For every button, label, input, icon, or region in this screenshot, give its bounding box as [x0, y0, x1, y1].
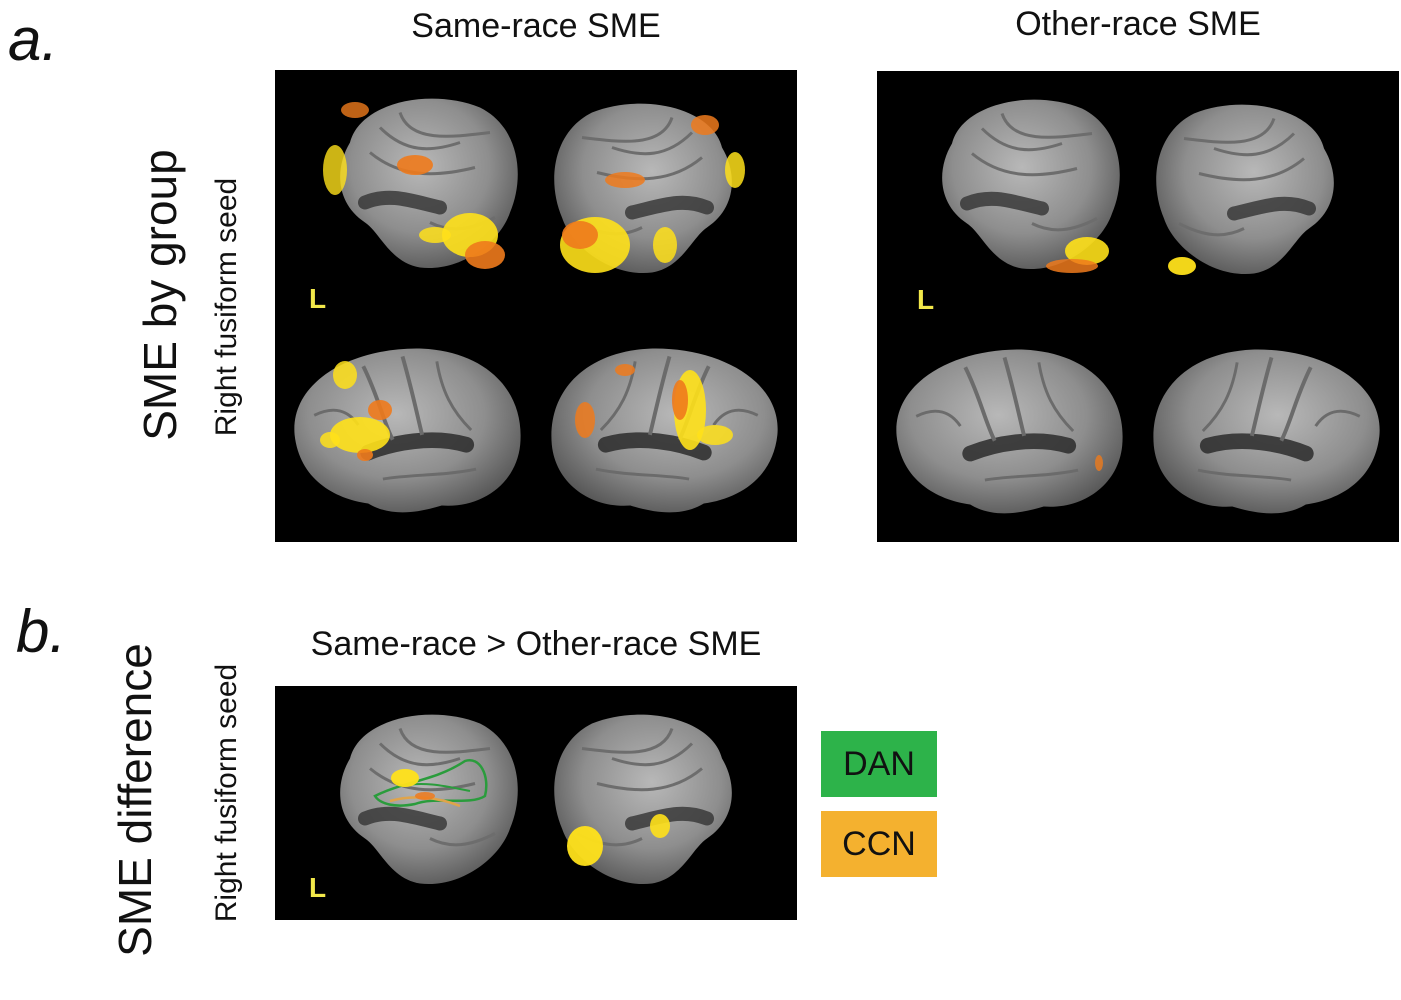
other-race-brain-image: L: [877, 71, 1399, 542]
hemisphere-marker-b: L: [309, 872, 327, 903]
col-title-same-race: Same-race SME: [411, 7, 661, 45]
activation-blobs: [391, 769, 670, 866]
legend-ccn: CCN: [821, 811, 937, 877]
hemisphere-marker-a1: L: [309, 283, 327, 314]
difference-brain-image: L: [275, 686, 797, 920]
hemisphere-marker-a2: L: [917, 284, 935, 315]
activation-blobs: [1046, 237, 1196, 471]
panel-b-letter: b.: [16, 598, 67, 665]
seed-label-a: Right fusiform seed: [210, 177, 243, 437]
panel-b-title: Same-race > Other-race SME: [310, 625, 762, 663]
col-title-other-race: Other-race SME: [1015, 5, 1261, 43]
row-label-sme-difference: SME difference: [109, 643, 161, 957]
legend-dan-label: DAN: [843, 744, 915, 783]
activation-blobs: [320, 102, 745, 461]
panel-a-letter: a.: [8, 6, 59, 73]
seed-label-b: Right fusiform seed: [210, 663, 243, 923]
brain-surface-icon: [275, 686, 797, 920]
row-label-sme-by-group: SME by group: [134, 149, 186, 441]
same-race-brain-image: L: [275, 70, 797, 542]
legend-dan: DAN: [821, 731, 937, 797]
brain-surface-icon: [275, 70, 797, 542]
legend-ccn-label: CCN: [842, 824, 916, 863]
brain-surface-icon: [877, 71, 1399, 542]
